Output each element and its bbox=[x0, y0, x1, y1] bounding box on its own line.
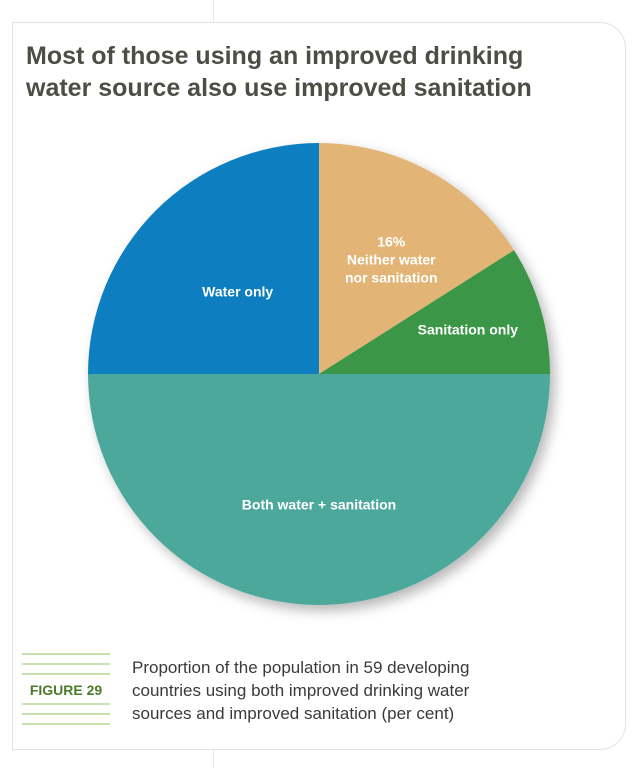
pie-slices bbox=[88, 143, 550, 605]
figure-label: FIGURE 29 bbox=[22, 681, 110, 699]
caption-line-1: Proportion of the population in 59 devel… bbox=[132, 658, 470, 677]
pie-chart: Both water + sanitation Water only 16% Neit… bbox=[0, 120, 640, 630]
pie-label-sanitation-only-name-0: Sanitation only bbox=[418, 321, 519, 337]
caption-line-3: sources and improved sanitation (per cen… bbox=[132, 704, 455, 723]
pie-slice-neither bbox=[319, 143, 515, 374]
caption-line-2: countries using both improved drinking w… bbox=[132, 681, 470, 700]
chart-title-line-2: water source also use improved sanitatio… bbox=[26, 74, 532, 102]
pie-labels: Both water + sanitation Water only 16% Neit… bbox=[202, 233, 518, 512]
chart-title-line-1: Most of those using an improved drinking bbox=[26, 42, 524, 70]
pie-label-neither-value: 16% bbox=[377, 233, 406, 249]
pie-slice-sanitation-only bbox=[319, 250, 550, 374]
pie-chart-svg: Both water + sanitation Water only 16% Neit… bbox=[88, 143, 550, 605]
pie-label-neither-name-2: nor sanitation bbox=[345, 269, 438, 285]
pie-label-water-only-name-0: Water only bbox=[202, 283, 273, 299]
pie-slice-water-only bbox=[88, 143, 319, 374]
pie-slice-both bbox=[88, 374, 550, 605]
figure-caption: Proportion of the population in 59 devel… bbox=[132, 656, 602, 725]
pie-label-both-name-0: Both water + sanitation bbox=[242, 497, 396, 513]
pie-label-neither-name-1: Neither water bbox=[347, 251, 436, 267]
chart-title: Most of those using an improved drinking… bbox=[26, 40, 596, 104]
